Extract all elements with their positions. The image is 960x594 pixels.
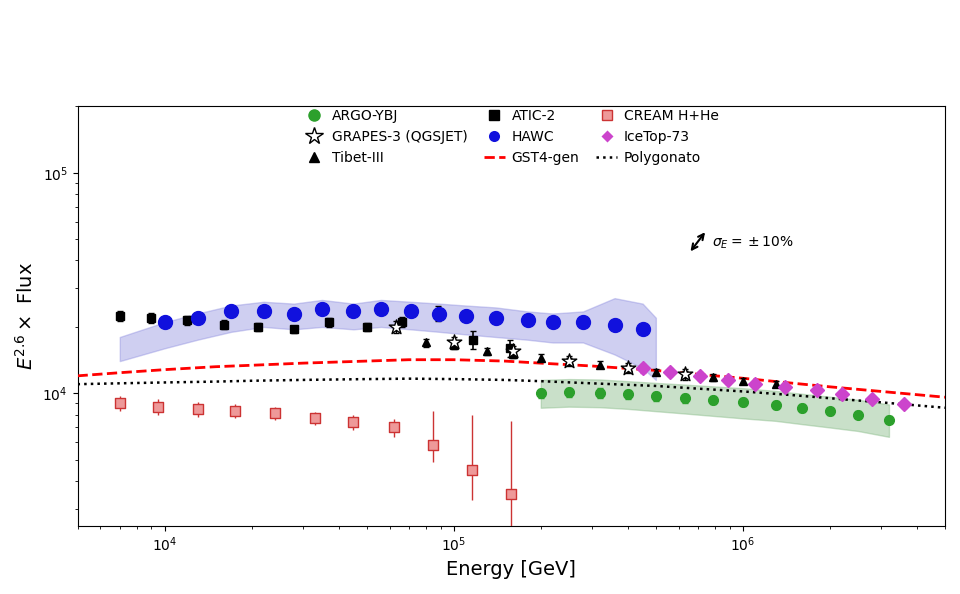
Point xyxy=(373,305,389,314)
Point xyxy=(562,356,577,366)
Legend: ARGO-YBJ, GRAPES-3 (QGSJET), Tibet-III, ATIC-2, HAWC, GST4-gen, CREAM H+He, IceT: ARGO-YBJ, GRAPES-3 (QGSJET), Tibet-III, … xyxy=(300,105,723,169)
Point xyxy=(388,322,403,331)
Point xyxy=(386,423,401,432)
Point xyxy=(190,404,205,413)
Point xyxy=(346,307,361,316)
Point xyxy=(458,311,473,320)
Point xyxy=(431,309,446,318)
Point xyxy=(156,317,172,327)
Point xyxy=(503,489,518,498)
Point xyxy=(190,313,205,323)
Point xyxy=(607,320,622,329)
Text: $\sigma_E = \pm 10\%$: $\sigma_E = \pm 10\%$ xyxy=(711,235,793,251)
Point xyxy=(224,307,239,316)
Point xyxy=(286,309,301,318)
Point xyxy=(677,369,692,379)
Point xyxy=(346,418,361,427)
Point xyxy=(403,307,419,316)
Point xyxy=(489,313,504,323)
Point xyxy=(112,399,128,408)
Point xyxy=(307,413,323,423)
Point xyxy=(520,315,536,325)
Point xyxy=(545,317,561,327)
Point xyxy=(151,402,166,412)
X-axis label: Energy [GeV]: Energy [GeV] xyxy=(446,560,576,579)
Y-axis label: $E^{2.6} \times$ Flux: $E^{2.6} \times$ Flux xyxy=(15,262,36,370)
Point xyxy=(314,305,329,314)
Point xyxy=(620,364,636,373)
Point xyxy=(465,465,480,475)
Point xyxy=(505,346,520,356)
Point xyxy=(256,307,272,316)
Point xyxy=(267,409,282,418)
Point xyxy=(446,338,462,347)
Point xyxy=(635,324,650,334)
Point xyxy=(575,317,590,327)
Point xyxy=(425,441,441,450)
Point xyxy=(228,406,243,416)
